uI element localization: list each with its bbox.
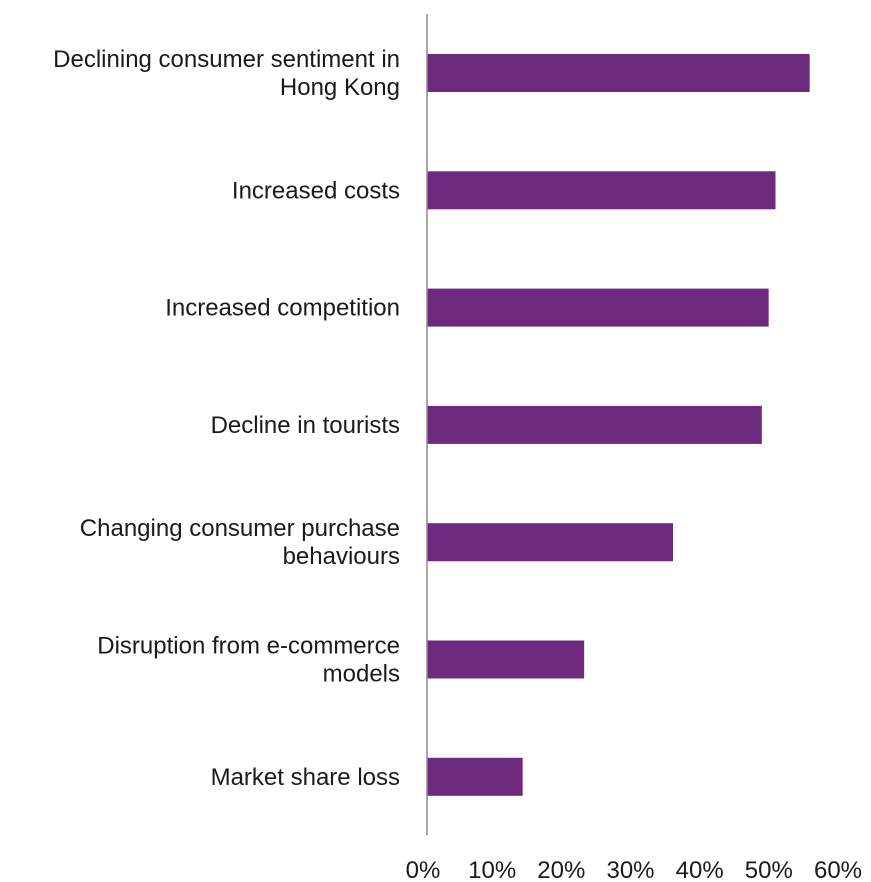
bar [427,54,810,92]
bar [427,757,523,796]
category-labels: Declining consumer sentiment in Hong Kong… [53,46,400,791]
category-label: Increased costs [232,177,400,204]
x-tick-label: 20% [537,857,585,882]
bar [427,405,762,444]
category-label: Increased competition [165,295,400,322]
bar [427,523,673,562]
bar [427,171,776,210]
category-label: Decline in tourists [211,412,400,439]
x-tick-label: 10% [468,857,516,882]
bar [427,288,769,327]
category-label: Market share loss [211,764,400,791]
category-label: Declining consumer sentiment in Hong Kong [53,46,400,101]
x-tick-label: 60% [814,857,862,882]
bars-group [427,54,810,796]
category-label: Changing consumer purchase behaviours [80,515,400,570]
x-tick-label: 0% [406,857,441,882]
x-tick-labels: 0% 10% 20% 30% 40% 50% 60% [406,857,862,882]
bar [427,640,585,679]
category-label: Disruption from e-commerce models [97,633,400,688]
x-tick-label: 30% [606,857,654,882]
x-tick-label: 40% [676,857,724,882]
x-tick-label: 50% [745,857,793,882]
